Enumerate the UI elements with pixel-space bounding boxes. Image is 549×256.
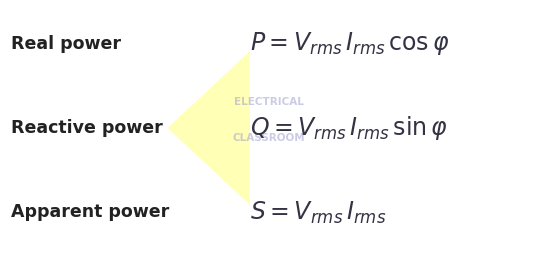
Polygon shape <box>167 51 250 205</box>
Text: Apparent power: Apparent power <box>11 204 169 221</box>
Text: $Q = V_{rms}\, I_{rms}\, \sin\varphi$: $Q = V_{rms}\, I_{rms}\, \sin\varphi$ <box>250 114 447 142</box>
Text: ELECTRICAL: ELECTRICAL <box>234 97 304 108</box>
Text: CLASSROOM: CLASSROOM <box>233 133 305 143</box>
Text: $P = V_{rms}\, I_{rms}\, \cos\varphi$: $P = V_{rms}\, I_{rms}\, \cos\varphi$ <box>250 30 449 57</box>
Text: Real power: Real power <box>11 35 121 52</box>
Text: $S = V_{rms}\, I_{rms}$: $S = V_{rms}\, I_{rms}$ <box>250 199 386 226</box>
Text: Reactive power: Reactive power <box>11 119 163 137</box>
